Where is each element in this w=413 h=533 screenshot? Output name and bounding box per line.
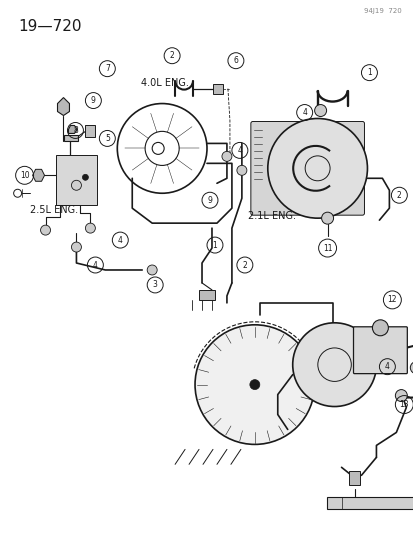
- Bar: [326, 497, 413, 509]
- Circle shape: [221, 151, 231, 161]
- Text: 4: 4: [93, 261, 97, 270]
- Circle shape: [292, 323, 375, 407]
- Circle shape: [249, 379, 259, 390]
- Circle shape: [267, 118, 367, 218]
- Circle shape: [394, 390, 406, 401]
- Circle shape: [314, 104, 326, 117]
- Polygon shape: [33, 169, 45, 181]
- Text: 2.1L ENG.: 2.1L ENG.: [248, 211, 296, 221]
- Circle shape: [147, 265, 157, 275]
- Text: 3: 3: [152, 280, 157, 289]
- Circle shape: [71, 180, 81, 190]
- Text: 4: 4: [384, 362, 389, 371]
- Text: 94J19  720: 94J19 720: [363, 8, 401, 14]
- Circle shape: [236, 165, 246, 175]
- Bar: [85, 125, 95, 138]
- Polygon shape: [57, 98, 69, 116]
- Text: 2.5L ENG.: 2.5L ENG.: [29, 205, 78, 215]
- Text: 9: 9: [207, 196, 212, 205]
- Text: 4: 4: [118, 236, 122, 245]
- Bar: [199, 290, 214, 300]
- Circle shape: [321, 212, 333, 224]
- Circle shape: [82, 174, 88, 180]
- Text: 4.0L ENG.: 4.0L ENG.: [141, 78, 188, 88]
- Text: 19—720: 19—720: [19, 19, 82, 34]
- Text: 11: 11: [322, 244, 332, 253]
- Bar: [348, 471, 360, 485]
- Circle shape: [40, 225, 50, 235]
- FancyBboxPatch shape: [353, 327, 406, 374]
- Polygon shape: [68, 125, 77, 133]
- Text: 9: 9: [91, 96, 95, 105]
- Text: 13: 13: [399, 400, 408, 409]
- Circle shape: [71, 242, 81, 252]
- Bar: [212, 84, 223, 94]
- Text: 8: 8: [73, 126, 78, 135]
- Circle shape: [85, 223, 95, 233]
- Text: 4: 4: [301, 108, 306, 117]
- Text: 5: 5: [104, 134, 109, 143]
- Circle shape: [409, 362, 413, 374]
- Text: 2: 2: [242, 261, 247, 270]
- Circle shape: [195, 325, 314, 445]
- Bar: [64, 135, 78, 141]
- Text: 2: 2: [169, 51, 174, 60]
- Text: 7: 7: [104, 64, 109, 73]
- Text: 4: 4: [237, 146, 242, 155]
- FancyBboxPatch shape: [250, 122, 363, 215]
- Text: 1: 1: [366, 68, 371, 77]
- Bar: [55, 156, 97, 205]
- Text: 2: 2: [396, 191, 401, 200]
- Text: 6: 6: [233, 56, 238, 65]
- Text: 10: 10: [20, 171, 29, 180]
- Text: 12: 12: [387, 295, 396, 304]
- Circle shape: [372, 320, 387, 336]
- Text: 1: 1: [212, 240, 217, 249]
